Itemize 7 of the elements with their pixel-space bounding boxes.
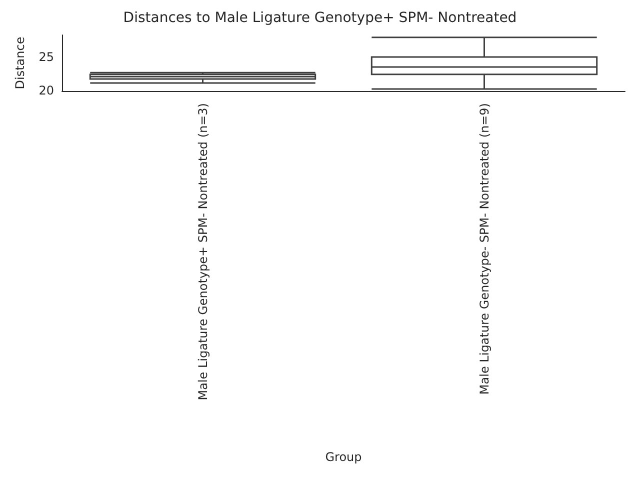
y-axis-title: Distance bbox=[13, 36, 27, 90]
y-tick-label: 20 bbox=[38, 83, 54, 98]
x-tick-label: Male Ligature Genotype+ SPM- Nontreated (n=3) bbox=[196, 103, 210, 400]
x-tick-label: Male Ligature Genotype- SPM- Nontreated (n=9) bbox=[477, 103, 492, 395]
chart-title: Distances to Male Ligature Genotype+ SPM- Nontreated bbox=[123, 10, 517, 26]
x-axis-title: Group bbox=[325, 450, 362, 464]
y-tick-label: 25 bbox=[38, 50, 54, 64]
